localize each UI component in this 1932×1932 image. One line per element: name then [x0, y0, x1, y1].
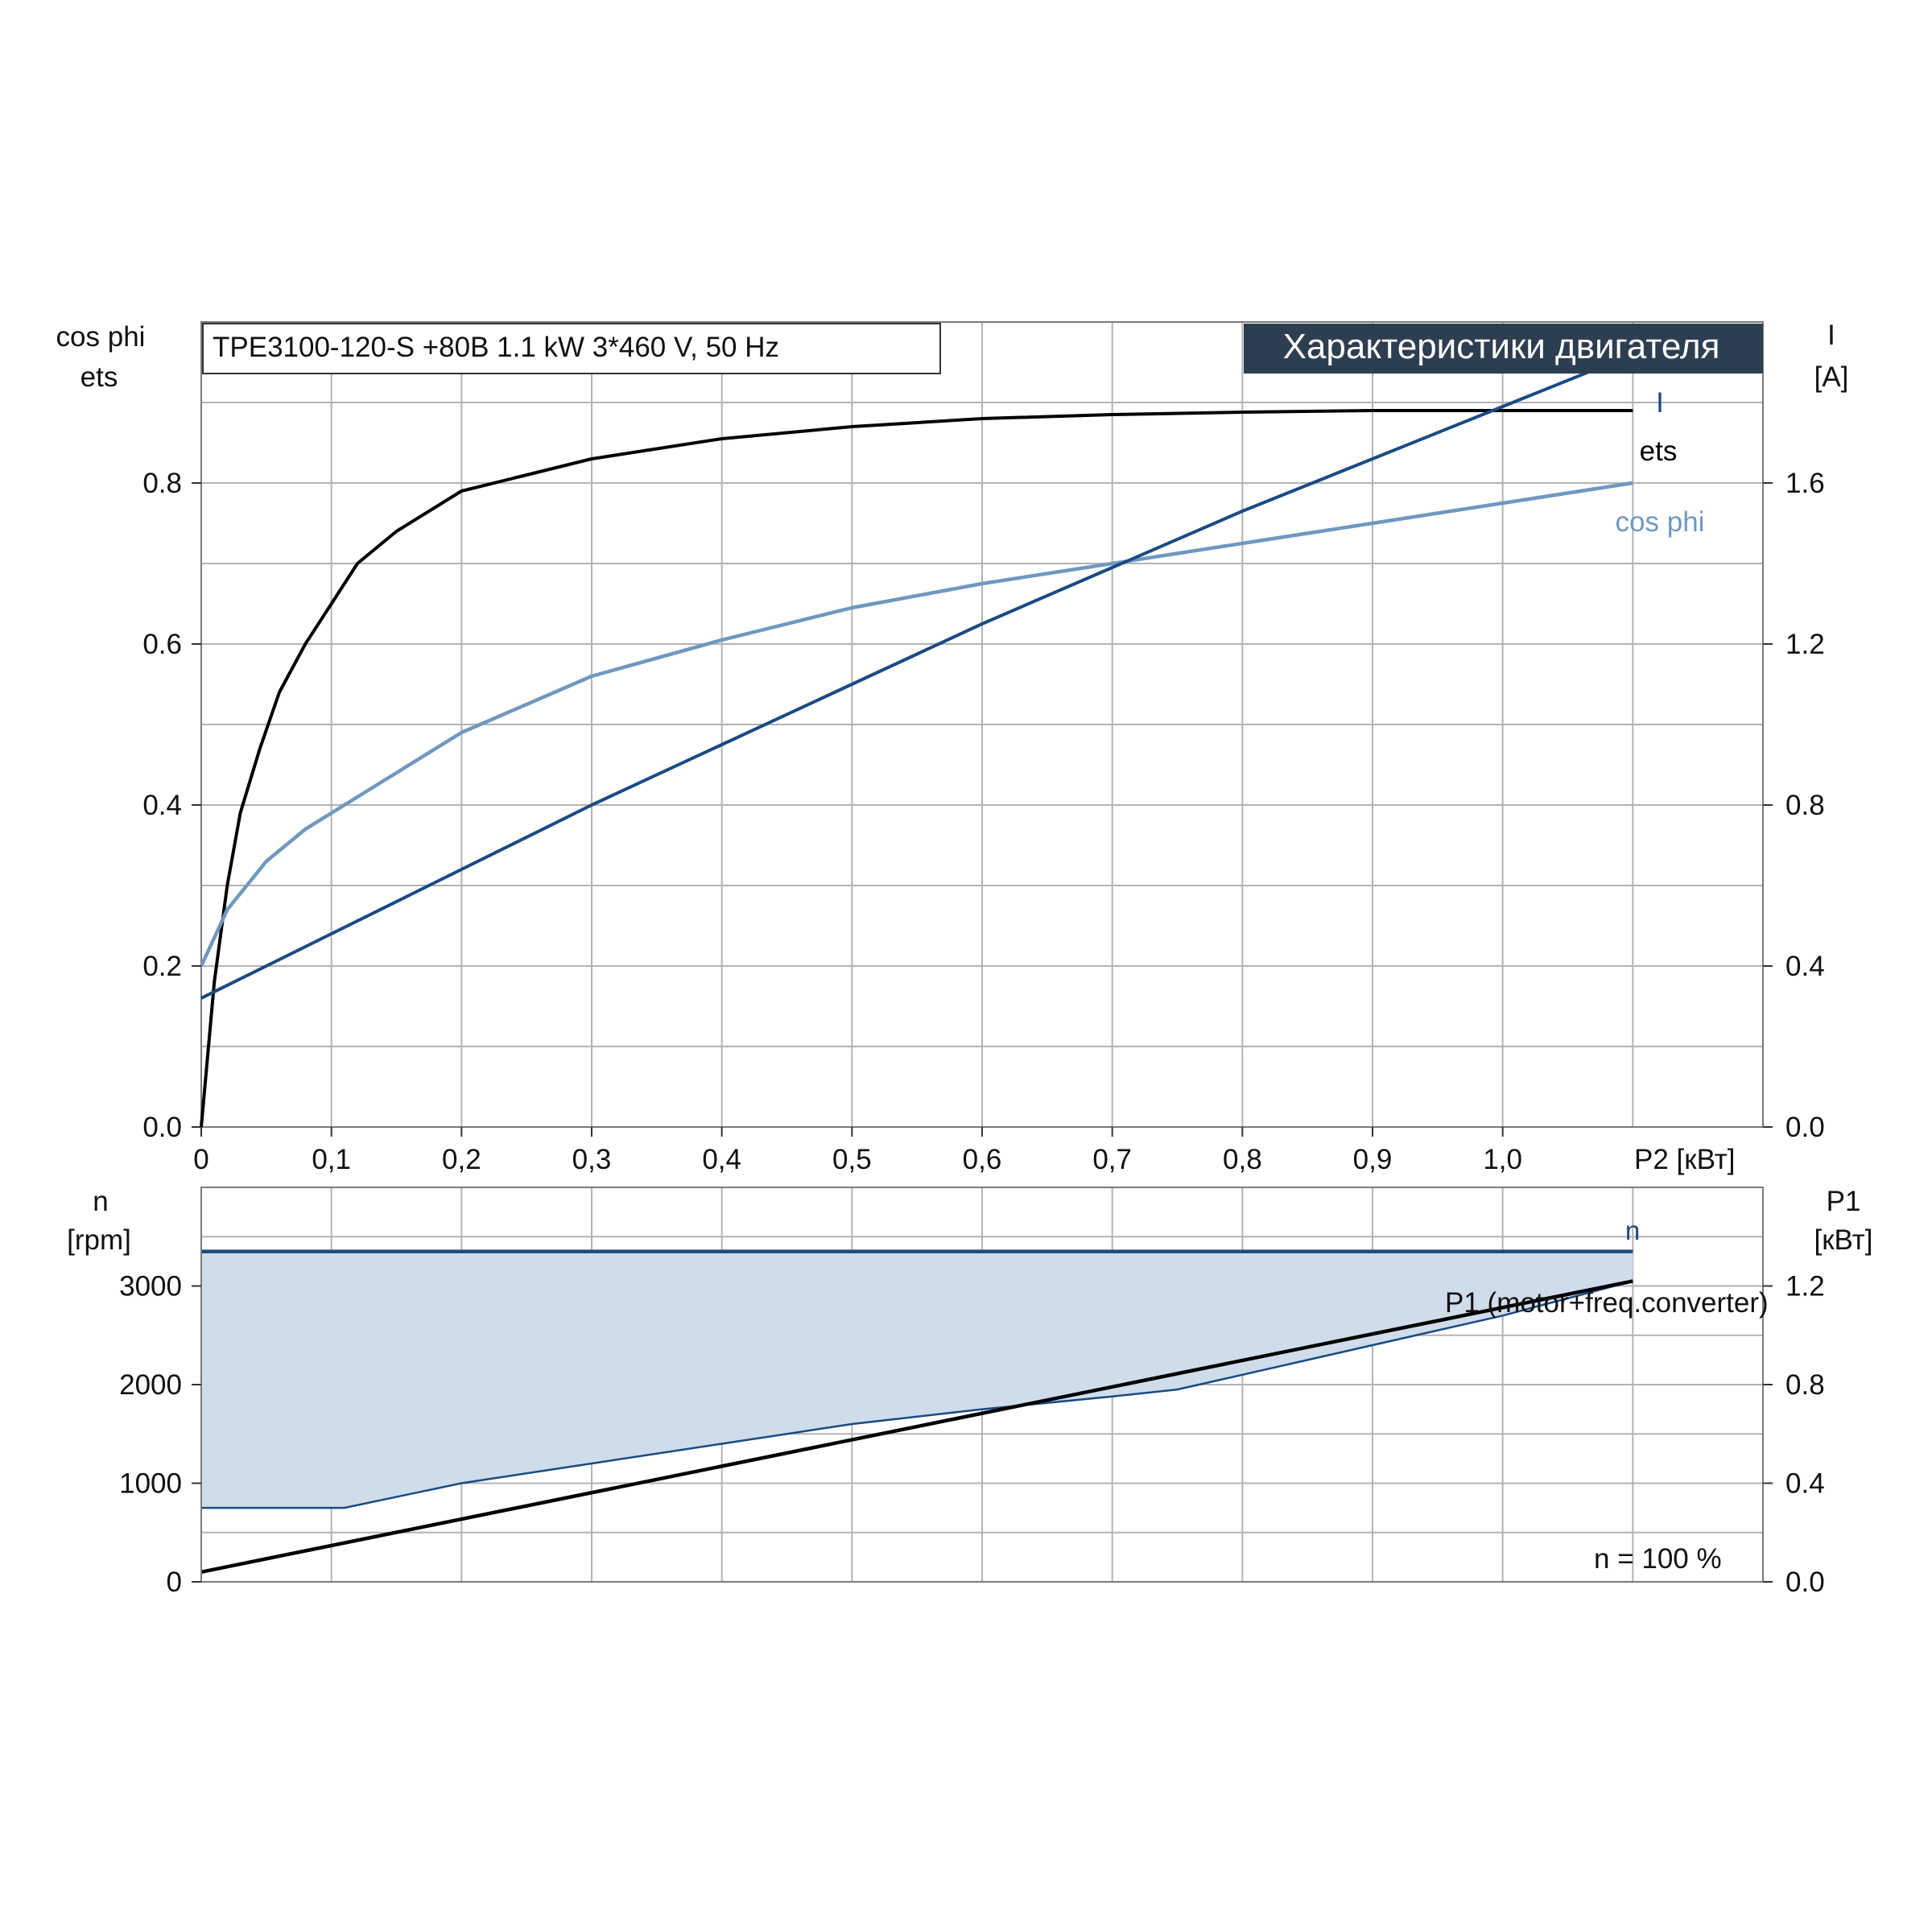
- bottom-left-tick-label: 0: [167, 1567, 182, 1598]
- x-tick-label: 0,7: [1092, 1144, 1132, 1175]
- series-label-p1: P1 (motor+freq.converter): [1445, 1287, 1769, 1319]
- top-chart: 0.00.20.40.60.8 0.00.40.81.21.6 0 0,1 0,2 0…: [56, 320, 1849, 1175]
- series-label-i: I: [1656, 387, 1664, 419]
- x-tick-label: 0,3: [572, 1144, 612, 1175]
- bottom-right-axis-title-p1: P1: [1827, 1186, 1861, 1217]
- top-right-tick-label: 1.6: [1785, 468, 1825, 499]
- bottom-right-tick-label: 0.0: [1785, 1567, 1825, 1598]
- bottom-left-axis-title-unit: [rpm]: [67, 1224, 131, 1256]
- speed-range-band: [201, 1251, 1633, 1509]
- top-left-tick-label: 0.4: [142, 790, 182, 821]
- bottom-left-tick-label: 2000: [119, 1369, 182, 1401]
- left-axis-title-cosphi: cos phi: [56, 321, 146, 353]
- bottom-chart-series: [200, 1249, 1633, 1575]
- series-label-cosphi: cos phi: [1616, 506, 1705, 538]
- series-line-i: [200, 353, 1634, 1000]
- left-axis-title-ets: ets: [80, 361, 118, 393]
- top-right-tick-label: 0.0: [1785, 1112, 1825, 1143]
- x-tick-labels: 0 0,1 0,2 0,3 0,4 0,5 0,6 0,7 0,8 0,9 1,0: [193, 1127, 1522, 1175]
- title-banner: [1244, 324, 1763, 374]
- bottom-right-axis-title-unit: [кВт]: [1814, 1224, 1873, 1256]
- model-box-text: TPE3100-120-S +80B 1.1 kW 3*460 V, 50 Hz: [213, 332, 779, 363]
- series-line-ets: [200, 409, 1633, 1128]
- series-line-p1: [200, 1279, 1633, 1575]
- top-left-tick-label: 0.2: [142, 951, 182, 982]
- bottom-left-tick-label: 1000: [119, 1468, 182, 1500]
- x-axis-title: P2 [кВт]: [1634, 1144, 1736, 1175]
- x-tick-label: 1,0: [1483, 1144, 1522, 1175]
- x-tick-label: 0,5: [832, 1144, 872, 1175]
- top-left-tick-label: 0.0: [142, 1112, 182, 1143]
- bottom-right-tick-label: 1.2: [1785, 1271, 1825, 1302]
- bottom-left-axis-title-n: n: [93, 1186, 108, 1217]
- x-tick-label: 0,1: [312, 1144, 351, 1175]
- top-left-tick-label: 0.6: [142, 629, 182, 660]
- x-tick-label: 0,6: [963, 1144, 1002, 1175]
- top-right-tick-labels: 0.0 0.4 0.8 1.2 1.6: [1763, 468, 1825, 1143]
- right-axis-title-i: I: [1827, 320, 1835, 351]
- bottom-right-tick-labels: 0.0 0.4 0.8 1.2: [1763, 1271, 1825, 1598]
- series-label-ets: ets: [1640, 436, 1678, 467]
- series-line-cos-phi: [199, 481, 1633, 967]
- speed-annotation: n = 100 %: [1594, 1543, 1722, 1575]
- bottom-right-tick-label: 0.8: [1785, 1369, 1825, 1401]
- top-right-tick-label: 0.4: [1785, 951, 1825, 982]
- bottom-left-tick-label: 3000: [119, 1271, 182, 1302]
- top-right-tick-label: 1.2: [1785, 629, 1825, 660]
- x-tick-label: 0,2: [442, 1144, 481, 1175]
- top-chart-series: [199, 353, 1634, 1128]
- model-box: [202, 323, 941, 374]
- top-chart-grid: [201, 322, 1763, 1127]
- bottom-left-tick-labels: 0 1000 2000 3000: [119, 1271, 201, 1598]
- x-tick-label: 0,4: [702, 1144, 741, 1175]
- bottom-right-tick-label: 0.4: [1785, 1468, 1825, 1500]
- top-left-tick-labels: 0.0 0.2 0.4 0.6 0.8: [142, 468, 201, 1143]
- bottom-chart: 0 1000 2000 3000 0.0 0.4 0.8 1.2 n [rpm] P1 [к…: [67, 1186, 1872, 1598]
- title-banner-text: Характеристики двигателя: [1283, 327, 1720, 366]
- top-left-tick-label: 0.8: [142, 468, 182, 499]
- series-label-n: n: [1625, 1216, 1640, 1245]
- x-tick-label: 0: [193, 1144, 208, 1175]
- series-line-lower-speed: [201, 1280, 1633, 1509]
- x-tick-label: 0,8: [1223, 1144, 1262, 1175]
- right-axis-title-unit: [A]: [1814, 361, 1849, 393]
- top-right-tick-label: 0.8: [1785, 790, 1825, 821]
- x-tick-label: 0,9: [1353, 1144, 1393, 1175]
